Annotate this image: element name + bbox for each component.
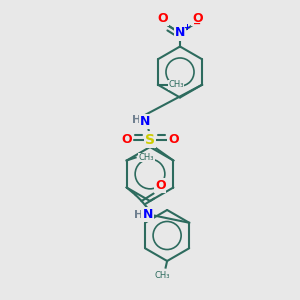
Text: H: H — [134, 209, 143, 220]
Text: CH₃: CH₃ — [139, 153, 154, 162]
Text: CH₃: CH₃ — [155, 272, 170, 280]
Text: O: O — [158, 13, 168, 26]
Text: N: N — [142, 208, 153, 221]
Text: S: S — [145, 133, 155, 146]
Text: +: + — [183, 23, 190, 32]
Text: O: O — [155, 179, 166, 192]
Text: N: N — [140, 115, 151, 128]
Text: O: O — [168, 133, 178, 146]
Text: H: H — [132, 115, 141, 125]
Text: O: O — [122, 133, 132, 146]
Text: −: − — [193, 19, 202, 29]
Text: O: O — [192, 13, 202, 26]
Text: N: N — [175, 26, 185, 40]
Text: CH₃: CH₃ — [168, 80, 184, 89]
